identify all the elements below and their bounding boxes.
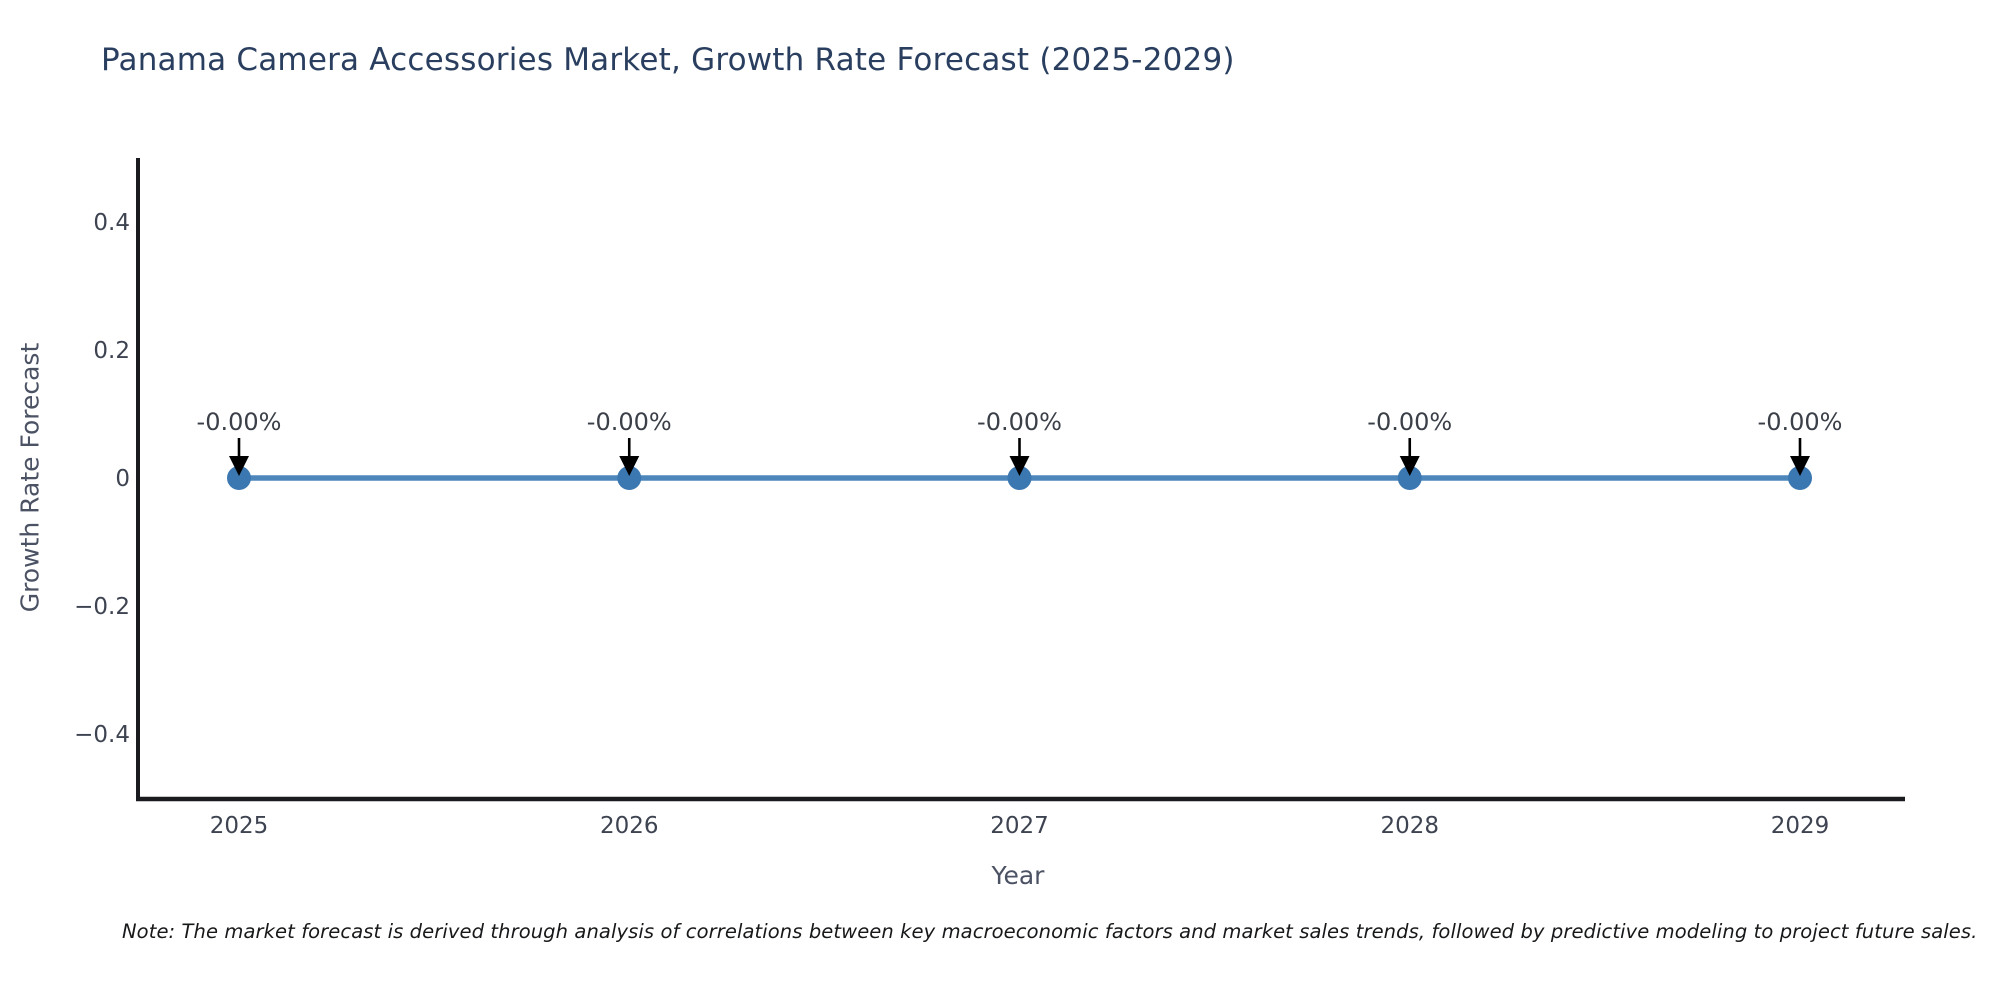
point-value-label: -0.00% [1367,408,1452,436]
annotation-arrow-head [1399,456,1420,476]
x-tick-label: 2026 [600,813,659,839]
footnote: Note: The market forecast is derived thr… [122,920,1978,943]
y-tick-label: −0.4 [74,722,130,748]
annotation-arrow-head [229,456,249,476]
point-value-label: -0.00% [1758,408,1843,436]
annotation-arrow-head [1790,456,1810,476]
annotation-arrow-head [619,456,640,476]
point-value-label: -0.00% [197,408,282,436]
y-tick-label: 0.4 [93,210,130,236]
x-tick-label: 2025 [210,813,269,839]
y-tick-label: 0 [115,466,130,492]
annotation-arrow-head [1009,456,1030,476]
x-tick-label: 2029 [1771,813,1830,839]
point-value-label: -0.00% [977,408,1062,436]
data-point-marker [1397,466,1422,490]
data-point-marker [1788,466,1812,490]
data-point-marker [1007,466,1032,490]
y-tick-label: −0.2 [74,594,130,620]
y-tick-label: 0.2 [93,338,130,364]
x-axis-title: Year [991,861,1045,890]
x-tick-label: 2028 [1380,813,1439,839]
x-tick-label: 2027 [990,813,1049,839]
chart-title: Panama Camera Accessories Market, Growth… [101,42,1235,78]
point-value-label: -0.00% [587,408,672,436]
data-point-marker [617,466,642,490]
data-point-marker [227,466,251,490]
